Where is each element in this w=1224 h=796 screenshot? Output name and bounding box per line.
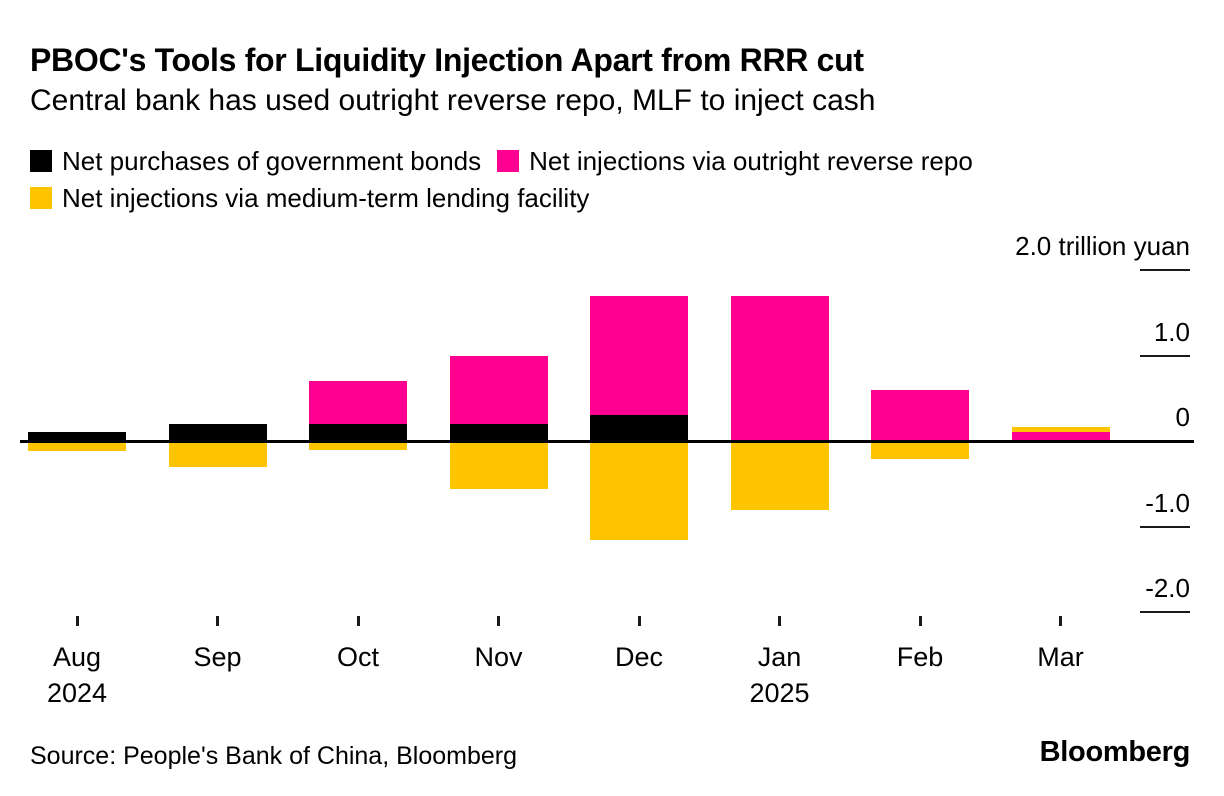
bar-jan-repo [730, 295, 829, 441]
legend-label-repo: Net injections via outright reverse repo [529, 146, 973, 176]
x-tick-oct [356, 616, 360, 626]
bar-nov-repo [449, 355, 548, 424]
x-tick-sep [216, 616, 219, 626]
y-tick-1 [1140, 354, 1190, 357]
bar-sep-bonds [168, 423, 267, 441]
bar-oct-mlf [309, 442, 407, 450]
legend: Net purchases of government bonds Net inj… [30, 147, 1180, 212]
source-note: Source: People's Bank of China, Bloomber… [30, 742, 517, 770]
bar-sep-mlf [168, 442, 267, 467]
chart-title: PBOC's Tools for Liquidity Injection Apa… [30, 42, 864, 78]
legend-label-mlf: Net injections via medium-term lending f… [62, 183, 590, 213]
bar-oct-repo [309, 381, 407, 424]
bar-feb-repo [871, 389, 969, 441]
x-tick-aug [75, 616, 79, 626]
x-label-jan: Jan [757, 642, 802, 672]
x-tick-jan [778, 616, 781, 626]
bar-dec-mlf [590, 442, 688, 541]
x-label-sep: Sep [193, 642, 242, 672]
y-tick-label-2: 2.0 trillion yuan [1015, 231, 1190, 261]
x-tick-feb [918, 616, 922, 626]
x-label-feb: Feb [896, 642, 944, 672]
x-tick-nov [497, 616, 500, 626]
bar-mar-repo [1011, 432, 1110, 441]
chart-subtitle: Central bank has used outright reverse r… [30, 84, 876, 117]
bar-mar-mlf [1011, 427, 1110, 433]
legend-label-bonds: Net purchases of government bonds [62, 146, 482, 176]
legend-swatch-bonds [30, 150, 52, 172]
bar-nov-bonds [449, 423, 548, 441]
y-tick-label--1: -1.0 [1145, 487, 1190, 518]
bar-aug-bonds [28, 432, 126, 441]
zero-axis-line [20, 440, 1194, 443]
x-label-oct: Oct [336, 642, 379, 672]
bar-feb-mlf [871, 442, 969, 460]
x-tick-mar [1059, 616, 1062, 626]
bar-oct-bonds [309, 423, 407, 441]
legend-item-mlf: Net injections via medium-term lending f… [30, 184, 589, 212]
bar-nov-mlf [449, 442, 548, 490]
x-year-label-2025: 2025 [749, 678, 810, 708]
legend-item-bonds: Net purchases of government bonds [30, 147, 481, 175]
bar-jan-mlf [730, 442, 829, 511]
bloomberg-logo: Bloomberg [1039, 736, 1191, 768]
x-tick-dec [637, 616, 641, 626]
y-tick-2 [1140, 269, 1190, 271]
bar-dec-repo [590, 295, 688, 416]
y-tick-label-0: 0 [1175, 402, 1190, 432]
bar-aug-mlf [28, 442, 126, 451]
x-year-label-2024: 2024 [46, 678, 108, 708]
bar-dec-bonds [590, 415, 688, 441]
x-label-dec: Dec [614, 642, 663, 672]
y-tick--1 [1140, 525, 1190, 528]
legend-swatch-mlf [30, 187, 52, 209]
x-label-nov: Nov [474, 642, 523, 672]
legend-swatch-repo [497, 150, 520, 172]
legend-item-repo: Net injections via outright reverse repo [497, 147, 973, 175]
x-label-mar: Mar [1037, 642, 1084, 672]
y-tick--2 [1140, 611, 1190, 613]
x-label-aug: Aug [52, 642, 102, 672]
y-tick-label-1: 1.0 [1153, 316, 1190, 347]
y-tick-label--2: -2.0 [1145, 573, 1190, 603]
